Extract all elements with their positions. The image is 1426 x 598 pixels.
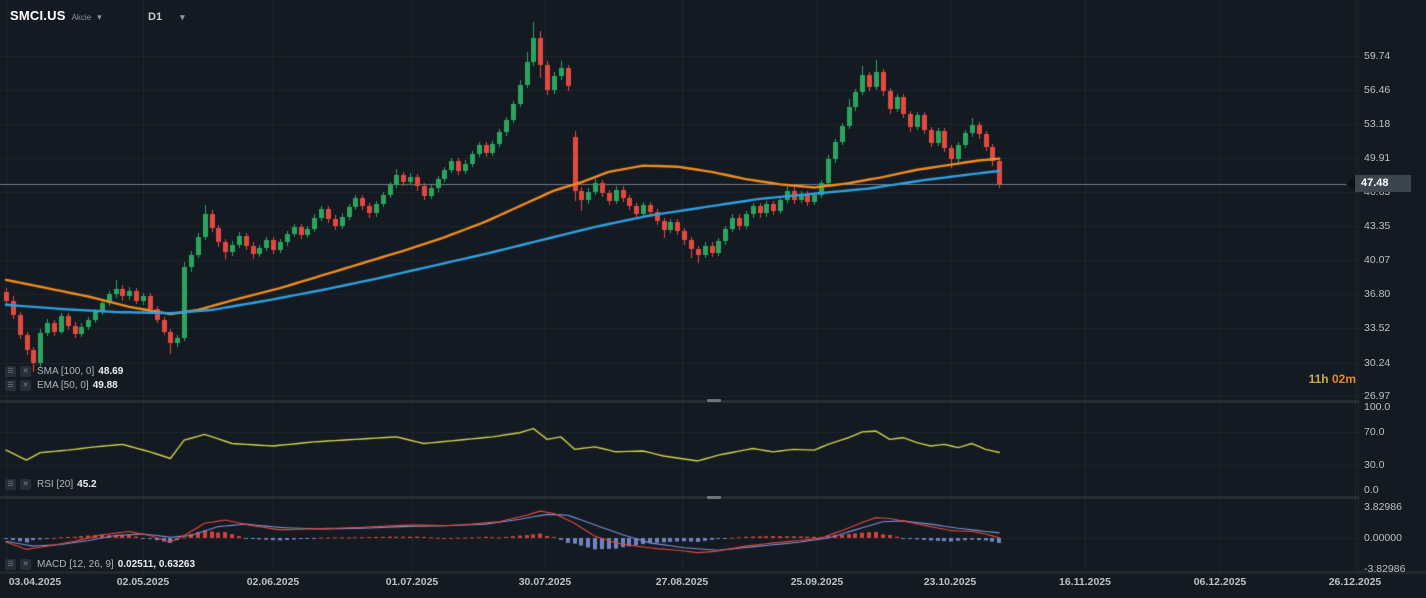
- macd-label: MACD [12, 26, 9]: [37, 559, 114, 570]
- rsi-tick: 0.0: [1364, 484, 1379, 496]
- chevron-down-icon: ▾: [97, 12, 102, 22]
- date-tick: 03.04.2025: [8, 576, 62, 588]
- date-tick: 02.05.2025: [116, 576, 170, 588]
- rsi-label: RSI [20]: [37, 479, 74, 490]
- date-tick: 23.10.2025: [923, 576, 977, 588]
- current-price-badge: 47.48: [1346, 175, 1411, 192]
- date-tick: 16.11.2025: [1059, 576, 1111, 588]
- ema-value: 49.88: [92, 380, 118, 391]
- date-tick: 30.07.2025: [518, 576, 572, 588]
- price-tick: 33.52: [1364, 322, 1391, 335]
- rsi-tick: 30.0: [1364, 459, 1385, 472]
- indicator-settings-icon[interactable]: ☰: [5, 479, 16, 490]
- countdown-minutes: 02m: [1331, 372, 1356, 386]
- macd-tick: 0.00000: [1364, 532, 1402, 544]
- date-tick: 26.12.2025: [1328, 576, 1382, 588]
- price-tick: 59.74: [1364, 50, 1391, 63]
- macd-value: 0.02511, 0.63263: [117, 559, 196, 570]
- rsi-tick: 70.0: [1364, 425, 1385, 438]
- chevron-down-icon: ▾: [180, 11, 185, 22]
- countdown-hours: 11h: [1308, 372, 1329, 386]
- price-tick: 40.07: [1364, 254, 1391, 267]
- price-tick: 36.80: [1364, 288, 1391, 301]
- date-tick: 02.06.2025: [246, 576, 300, 588]
- sma-label: SMA [100, 0]: [37, 366, 95, 377]
- price-tick: 49.91: [1364, 152, 1391, 165]
- timeframe-label: D1: [148, 11, 163, 23]
- date-tick: 25.09.2025: [790, 576, 844, 588]
- candle-countdown: 11h 02m: [1238, 372, 1356, 386]
- rsi-value: 45.2: [77, 479, 97, 490]
- current-price-value: 47.48: [1355, 175, 1411, 192]
- price-arrow-icon: [1346, 175, 1355, 192]
- pane-resize-handle[interactable]: [707, 399, 721, 402]
- instrument-type-label: Akcie: [71, 13, 92, 22]
- price-tick: 56.46: [1364, 84, 1391, 97]
- price-tick: 30.24: [1364, 356, 1391, 369]
- indicator-settings-icon[interactable]: ☰: [5, 559, 16, 570]
- pane-resize-handle[interactable]: [707, 496, 721, 499]
- indicator-remove-icon[interactable]: ✕: [20, 559, 31, 570]
- instrument-selector[interactable]: SMCI.US Akcie ▾: [10, 8, 102, 23]
- instrument-symbol: SMCI.US: [10, 8, 66, 23]
- rsi-indicator-legend: ☰ ✕ RSI [20] 45.2: [5, 479, 97, 490]
- sma-indicator-legend: ☰ ✕ SMA [100, 0] 48.69: [5, 366, 123, 377]
- macd-indicator-legend: ☰ ✕ MACD [12, 26, 9] 0.02511, 0.63263: [5, 559, 195, 570]
- indicator-remove-icon[interactable]: ✕: [20, 366, 31, 377]
- indicator-settings-icon[interactable]: ☰: [5, 380, 16, 391]
- indicator-remove-icon[interactable]: ✕: [20, 479, 31, 490]
- macd-tick: -3.82986: [1364, 563, 1406, 576]
- ema-indicator-legend: ☰ ✕ EMA [50, 0] 49.88: [5, 380, 118, 391]
- price-tick: 26.97: [1364, 390, 1391, 403]
- rsi-tick: 100.0: [1364, 401, 1391, 413]
- indicator-remove-icon[interactable]: ✕: [20, 380, 31, 391]
- price-tick: 43.35: [1364, 220, 1391, 233]
- ema-label: EMA [50, 0]: [37, 380, 89, 391]
- timeframe-selector[interactable]: D1 ▾: [148, 11, 185, 23]
- price-tick: 53.18: [1364, 118, 1391, 131]
- date-tick: 01.07.2025: [385, 576, 439, 588]
- indicator-settings-icon[interactable]: ☰: [5, 366, 16, 377]
- date-tick: 06.12.2025: [1193, 576, 1247, 588]
- sma-value: 48.69: [98, 366, 124, 377]
- date-tick: 27.08.2025: [655, 576, 709, 588]
- macd-tick: 3.82986: [1364, 500, 1402, 513]
